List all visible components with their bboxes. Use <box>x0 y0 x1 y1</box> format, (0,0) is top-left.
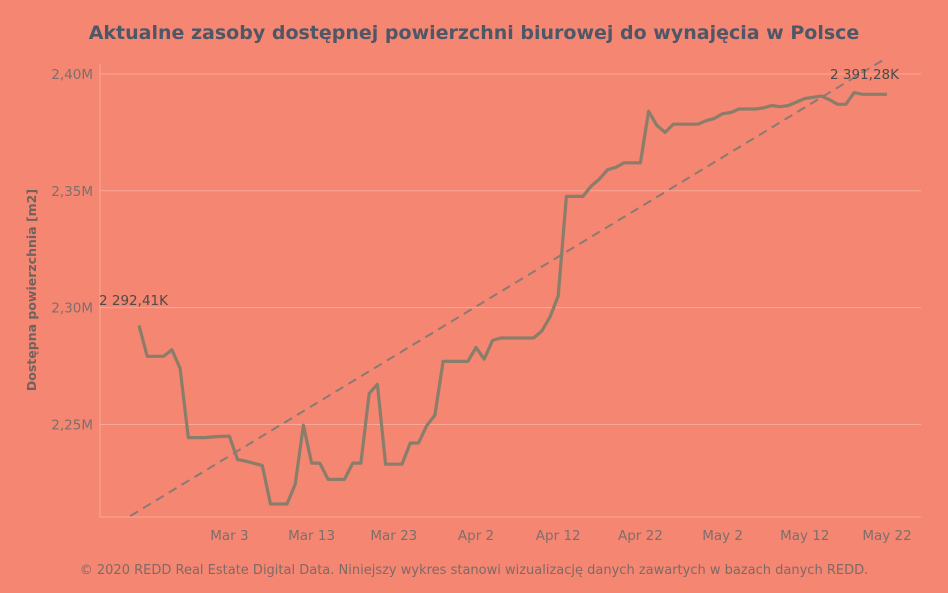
x-tick-label: Apr 22 <box>618 528 663 544</box>
y-tick-label: 2,35M <box>51 184 93 200</box>
chart-title: Aktualne zasoby dostępnej powierzchni bi… <box>88 22 860 44</box>
y-axis-ticks: 2,25M 2,30M 2,35M 2,40M <box>51 67 93 434</box>
x-tick-label: May 12 <box>780 528 829 544</box>
data-label-start: 2 292,41K <box>99 293 169 309</box>
series-line <box>137 90 887 506</box>
copyright-footer: © 2020 REDD Real Estate Digital Data. Ni… <box>79 563 869 578</box>
trend-line-group <box>129 59 884 517</box>
y-tick-label: 2,40M <box>51 67 93 83</box>
y-axis-label: Dostępna powierzchnia [m2] <box>24 189 39 391</box>
trend-line <box>129 59 884 517</box>
x-tick-label: May 22 <box>862 528 911 544</box>
y-tick-label: 2,30M <box>51 301 93 317</box>
x-tick-label: Apr 2 <box>458 528 494 544</box>
gridlines <box>99 64 921 518</box>
x-tick-label: Mar 3 <box>210 528 248 544</box>
x-tick-label: Mar 23 <box>370 528 417 544</box>
x-axis-ticks: Mar 3 Mar 13 Mar 23 Apr 2 Apr 12 Apr 22 May 2 M… <box>210 528 911 544</box>
data-label-end: 2 391,28K <box>830 67 900 83</box>
x-tick-label: May 2 <box>702 528 743 544</box>
y-tick-label: 2,25M <box>51 417 93 433</box>
series-line-group <box>137 90 887 506</box>
x-tick-label: Mar 13 <box>288 528 335 544</box>
x-tick-label: Apr 12 <box>536 528 581 544</box>
